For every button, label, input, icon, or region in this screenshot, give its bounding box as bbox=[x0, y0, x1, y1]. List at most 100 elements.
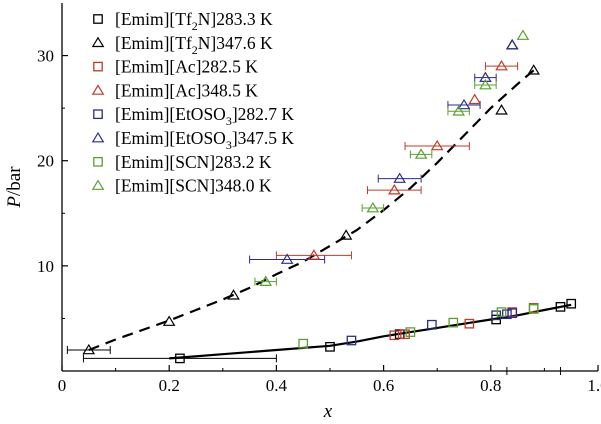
point-s1-3 bbox=[394, 329, 405, 340]
error-bar-s4-3 bbox=[404, 141, 470, 150]
legend-label-3: [Emim][Ac]282.5 K bbox=[115, 57, 258, 77]
legend-entry-8: [Emim][SCN]348.0 K bbox=[91, 176, 272, 196]
x-tick-label-1: 0 bbox=[58, 376, 67, 395]
legend-marker-8 bbox=[91, 179, 105, 190]
fit-lines bbox=[88, 69, 572, 360]
point-s2-5 bbox=[495, 104, 508, 115]
error-bar-s4-2 bbox=[367, 186, 422, 195]
legend-label-1: [Emim][Tf2N]283.3 K bbox=[115, 9, 273, 33]
point-s4-3 bbox=[430, 139, 444, 151]
point-s8-1 bbox=[259, 275, 272, 286]
legend: [Emim][Tf2N]283.3 K[Emim][Tf2N]347.6 K[E… bbox=[91, 9, 294, 196]
point-s2-1 bbox=[82, 343, 96, 355]
legend-label-7: [Emim][SCN]283.2 K bbox=[115, 152, 272, 172]
x-tick-label-2: 0.2 bbox=[159, 376, 180, 395]
legend-entry-3: [Emim][Ac]282.5 K bbox=[93, 57, 258, 77]
fit-line-2 bbox=[88, 69, 535, 352]
point-s5-5 bbox=[507, 308, 518, 319]
x-tick-label-6: 1.0 bbox=[587, 376, 601, 395]
legend-label-subscript: 3 bbox=[226, 138, 232, 152]
legend-entry-6: [Emim][EtOSO3]347.5 K bbox=[91, 128, 294, 152]
point-s1-2 bbox=[325, 341, 335, 352]
legend-label-8: [Emim][SCN]348.0 K bbox=[115, 176, 272, 196]
x-tick-label-3: 0.4 bbox=[266, 376, 288, 395]
point-s5-1 bbox=[346, 335, 357, 346]
legend-marker-1 bbox=[93, 14, 103, 24]
legend-label-rest: N]283.3 K bbox=[198, 9, 273, 29]
point-s8-6 bbox=[516, 29, 530, 40]
error-bar-s8-3 bbox=[409, 150, 433, 159]
legend-entry-4: [Emim][Ac]348.5 K bbox=[91, 80, 258, 100]
point-s2-3 bbox=[227, 289, 240, 300]
point-s8-4 bbox=[452, 105, 465, 116]
point-s2-6 bbox=[505, 38, 519, 50]
error-bar-s8-5 bbox=[474, 81, 497, 90]
error-bar-s8-2 bbox=[361, 204, 385, 213]
legend-entry-1: [Emim][Tf2N]283.3 K bbox=[93, 9, 273, 33]
legend-label-main: [Emim][EtOSO bbox=[115, 128, 226, 148]
point-s7-3 bbox=[448, 317, 459, 328]
y-tick-label-2: 20 bbox=[37, 152, 54, 171]
legend-entry-2: [Emim][Tf2N]347.6 K bbox=[91, 33, 273, 57]
legend-marker-5 bbox=[93, 109, 103, 120]
y-axis-label-var: P bbox=[4, 196, 25, 209]
point-s4-4 bbox=[468, 93, 482, 105]
error-bar-s4-1 bbox=[275, 251, 352, 260]
legend-marker-4 bbox=[91, 84, 105, 95]
legend-marker-2 bbox=[91, 36, 105, 48]
y-axis-label: P/bar bbox=[4, 166, 25, 209]
legend-label-main: [Emim][Tf bbox=[115, 33, 192, 53]
point-s8-5 bbox=[479, 78, 492, 90]
error-bar-s4-4 bbox=[484, 62, 519, 71]
legend-label-5: [Emim][EtOSO3]282.7 K bbox=[115, 104, 294, 128]
point-s7-1 bbox=[298, 338, 309, 349]
point-s2-4 bbox=[339, 229, 353, 240]
point-s1-6 bbox=[566, 298, 577, 309]
point-s6-5 bbox=[505, 38, 519, 50]
point-s8-3 bbox=[414, 148, 428, 159]
legend-label-2: [Emim][Tf2N]347.6 K bbox=[115, 33, 273, 57]
error-bar-s1-1 bbox=[82, 354, 277, 363]
axes: 0 0.2 0.4 0.6 0.8 1.0 10 20 30 x P/bar bbox=[4, 3, 601, 422]
y-tick-label-3: 30 bbox=[37, 47, 54, 66]
legend-label-subscript: 2 bbox=[192, 43, 198, 57]
point-s7-2 bbox=[405, 327, 416, 337]
point-s3-1 bbox=[389, 330, 400, 341]
point-s1-5 bbox=[555, 302, 566, 312]
point-s6-4 bbox=[479, 71, 492, 83]
point-s4-5 bbox=[495, 59, 508, 71]
legend-label-main: [Emim][Ac]348.5 K bbox=[115, 80, 258, 100]
legend-entry-5: [Emim][EtOSO3]282.7 K bbox=[93, 104, 294, 128]
fit-line-1 bbox=[169, 303, 572, 360]
x-tick-label-5: 0.8 bbox=[480, 376, 501, 395]
legend-label-main: [Emim][Tf bbox=[115, 9, 192, 29]
point-s7-5 bbox=[528, 304, 539, 314]
point-s3-3 bbox=[464, 318, 475, 329]
legend-marker-6 bbox=[91, 131, 105, 143]
legend-label-6: [Emim][EtOSO3]347.5 K bbox=[115, 128, 294, 152]
point-s4-1 bbox=[307, 249, 321, 260]
legend-label-rest: ]347.5 K bbox=[232, 128, 295, 148]
error-bar-s8-1 bbox=[254, 277, 277, 286]
x-tick-label-4: 0.6 bbox=[373, 376, 394, 395]
legend-label-subscript: 2 bbox=[192, 19, 198, 33]
legend-label-main: [Emim][SCN]348.0 K bbox=[115, 176, 272, 196]
legend-marker-3 bbox=[93, 61, 103, 72]
point-s6-2 bbox=[393, 172, 406, 183]
error-bar-s2-1 bbox=[66, 345, 111, 354]
error-bar-s6-2 bbox=[377, 174, 422, 183]
error-bar-s6-3 bbox=[447, 100, 481, 109]
legend-marker-7 bbox=[93, 156, 103, 167]
point-s2-7 bbox=[527, 64, 540, 75]
y-axis-label-unit: /bar bbox=[4, 166, 25, 196]
point-s5-2 bbox=[426, 319, 437, 330]
point-s4-2 bbox=[388, 184, 401, 195]
legend-label-rest: ]282.7 K bbox=[232, 104, 295, 124]
point-s5-3 bbox=[491, 310, 502, 321]
point-s2-2 bbox=[162, 315, 176, 326]
legend-label-4: [Emim][Ac]348.5 K bbox=[115, 80, 258, 100]
legend-entry-7: [Emim][SCN]283.2 K bbox=[93, 152, 272, 172]
error-bar-s6-4 bbox=[474, 73, 497, 82]
point-s3-2 bbox=[400, 329, 410, 340]
